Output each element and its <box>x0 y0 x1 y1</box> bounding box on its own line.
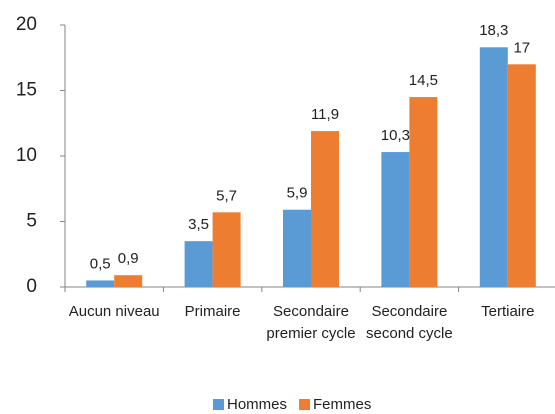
bar <box>184 241 213 287</box>
data-label: 5,9 <box>287 185 308 202</box>
legend-swatch <box>213 399 224 410</box>
data-label: 0,5 <box>90 255 111 272</box>
x-tick-label: Primaire <box>184 303 241 320</box>
bar <box>409 97 438 287</box>
bar <box>114 275 143 287</box>
y-tick-label: 10 <box>16 145 37 166</box>
x-tick-label: Secondaire second cycle <box>366 303 453 342</box>
bar <box>86 280 115 287</box>
bar <box>381 152 410 287</box>
data-label: 17 <box>513 39 530 56</box>
data-label: 11,9 <box>311 106 339 123</box>
data-label: 10,3 <box>381 127 410 144</box>
legend-label: Hommes <box>227 396 287 413</box>
data-label: 18,3 <box>479 22 508 39</box>
y-tick-label: 15 <box>16 80 37 101</box>
legend-label: Femmes <box>313 396 371 413</box>
data-label: 5,7 <box>216 187 237 204</box>
bar <box>507 64 536 287</box>
data-label: 3,5 <box>188 216 209 233</box>
bar <box>212 212 241 287</box>
legend-swatch <box>299 399 311 410</box>
x-tick-label: Tertiaire <box>481 303 535 320</box>
bar <box>283 209 311 287</box>
y-tick-label: 0 <box>26 276 37 297</box>
x-tick-label: Aucun niveau <box>68 303 160 320</box>
data-label: 14,5 <box>409 72 438 89</box>
y-tick-label: 5 <box>26 211 37 232</box>
data-label: 0,9 <box>118 250 139 267</box>
y-tick-label: 20 <box>16 14 37 35</box>
bar <box>311 131 339 287</box>
bar <box>479 47 508 287</box>
x-tick-label: Secondaire premier cycle <box>266 303 356 342</box>
